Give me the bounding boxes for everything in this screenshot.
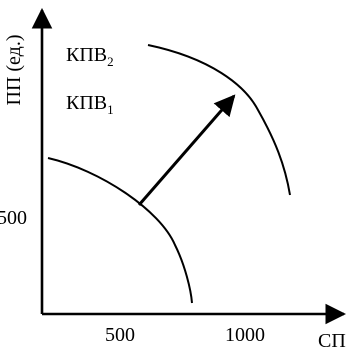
curve-kpv1 — [47, 157, 193, 304]
x-axis-label: СП — [318, 330, 346, 352]
curve-kpv1-label: КПВ1 — [66, 92, 114, 117]
y-axis-label: ПП (ед.) — [3, 35, 25, 106]
curve-kpv2-label-sub: 2 — [107, 54, 114, 69]
curve-kpv1-label-base: КПВ — [66, 92, 107, 114]
curve-kpv2-label: КПВ2 — [66, 44, 114, 69]
x-tick-500: 500 — [105, 324, 135, 346]
curve-kpv2 — [147, 44, 291, 196]
x-tick-1000: 1000 — [225, 324, 265, 346]
curve-kpv1-label-sub: 1 — [107, 102, 114, 117]
y-tick-500: 500 — [0, 207, 27, 229]
curve-kpv2-label-base: КПВ — [66, 44, 107, 66]
shift-arrow — [137, 94, 236, 206]
